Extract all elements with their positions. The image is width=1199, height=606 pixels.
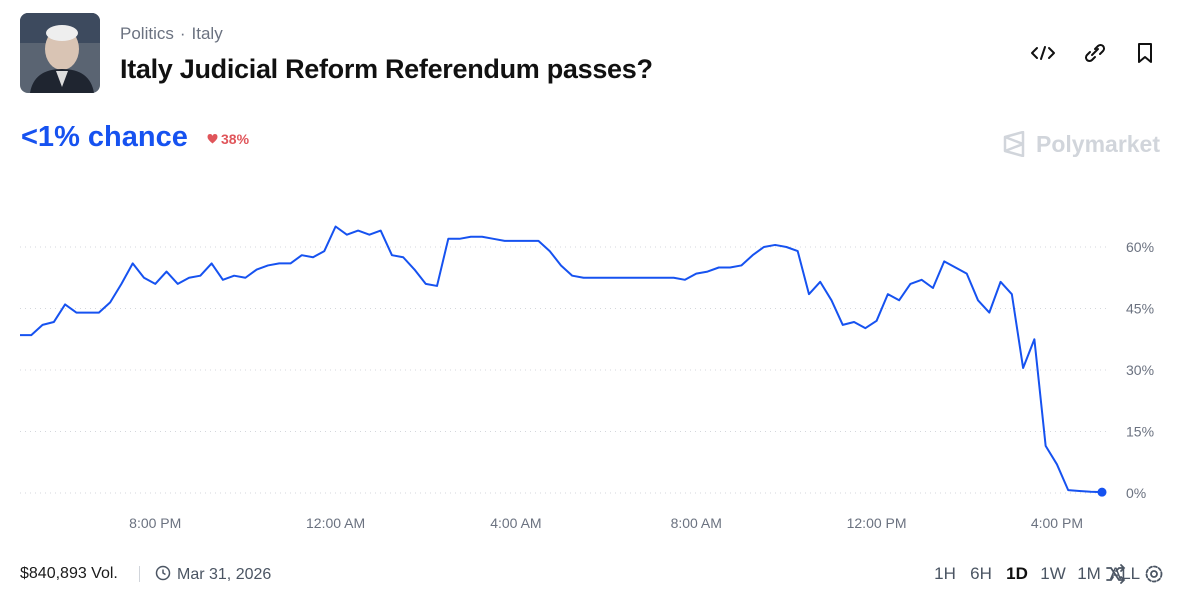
range-button[interactable]: 1M bbox=[1077, 564, 1101, 583]
y-tick-label: 45% bbox=[1126, 301, 1154, 317]
change: 38% bbox=[207, 131, 249, 147]
price-chart: 0% 15% 30% 45% 60% 8:00 PM 12:00 AM 4:00 AM 8:00… bbox=[20, 225, 1154, 531]
y-tick-label: 0% bbox=[1126, 485, 1146, 501]
price-line bbox=[20, 225, 1103, 494]
clock-icon bbox=[155, 565, 171, 581]
x-tick-label: 8:00 PM bbox=[129, 515, 181, 531]
category[interactable]: Politics bbox=[120, 24, 174, 43]
x-tick-label: 12:00 AM bbox=[306, 515, 365, 531]
brand-logo bbox=[1003, 130, 1025, 158]
y-tick-label: 30% bbox=[1126, 362, 1154, 378]
date: Mar 31, 2026 bbox=[155, 565, 271, 584]
y-tick-label: 15% bbox=[1126, 424, 1154, 440]
x-tick-label: 4:00 AM bbox=[490, 515, 541, 531]
range-button[interactable]: 1D bbox=[1006, 564, 1028, 583]
change-value: 38% bbox=[221, 131, 250, 147]
chart-tools bbox=[1106, 564, 1163, 584]
embed-button[interactable] bbox=[1031, 46, 1055, 60]
divider bbox=[139, 566, 140, 582]
x-tick-label: 4:00 PM bbox=[1031, 515, 1083, 531]
volume: $840,893 Vol. bbox=[20, 565, 118, 582]
end-date: Mar 31, 2026 bbox=[177, 566, 272, 583]
range-button[interactable]: 6H bbox=[970, 564, 992, 583]
market-title: Italy Judicial Reform Referendum passes? bbox=[120, 54, 653, 84]
subcategory[interactable]: Italy bbox=[191, 24, 223, 43]
market-image bbox=[20, 13, 100, 93]
y-tick-label: 60% bbox=[1126, 239, 1154, 255]
range-button[interactable]: 1H bbox=[934, 564, 956, 583]
x-tick-label: 8:00 AM bbox=[671, 515, 722, 531]
breadcrumb: Politics · Italy bbox=[120, 24, 223, 43]
brand: Polymarket bbox=[1002, 130, 1161, 158]
bookmark-button[interactable] bbox=[1138, 43, 1152, 63]
current-point bbox=[1097, 487, 1107, 497]
settings-button[interactable] bbox=[1145, 565, 1163, 583]
shuffle-button[interactable] bbox=[1106, 564, 1126, 584]
down-icon bbox=[207, 134, 218, 144]
link-button[interactable] bbox=[1084, 43, 1106, 63]
actions bbox=[1031, 43, 1152, 63]
chance: <1% chance bbox=[21, 121, 188, 153]
x-tick-label: 12:00 PM bbox=[847, 515, 907, 531]
brand-name: Polymarket bbox=[1036, 131, 1161, 157]
range-button[interactable]: 1W bbox=[1040, 564, 1066, 583]
